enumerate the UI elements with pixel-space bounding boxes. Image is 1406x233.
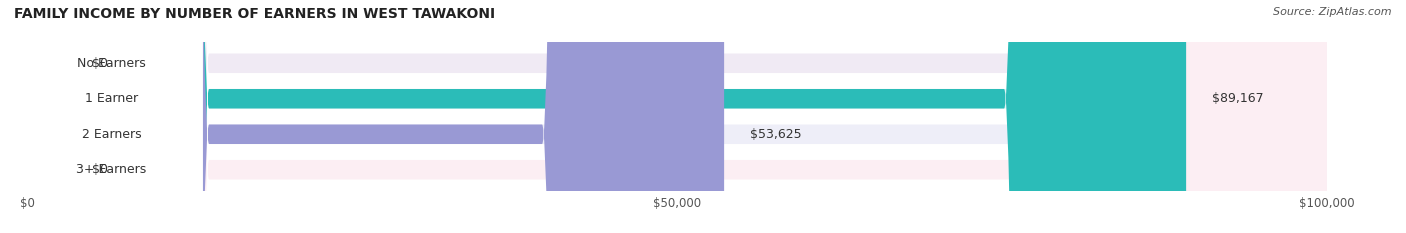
FancyBboxPatch shape (27, 0, 1327, 233)
FancyBboxPatch shape (27, 0, 1327, 233)
Text: $0: $0 (91, 57, 108, 70)
Text: 2 Earners: 2 Earners (82, 128, 142, 141)
FancyBboxPatch shape (27, 0, 1187, 233)
Text: $0: $0 (91, 163, 108, 176)
FancyBboxPatch shape (21, 0, 202, 233)
Text: 1 Earner: 1 Earner (84, 92, 138, 105)
FancyBboxPatch shape (27, 0, 724, 233)
Text: $89,167: $89,167 (1212, 92, 1264, 105)
Text: 3+ Earners: 3+ Earners (76, 163, 146, 176)
Text: Source: ZipAtlas.com: Source: ZipAtlas.com (1274, 7, 1392, 17)
FancyBboxPatch shape (27, 0, 1327, 233)
FancyBboxPatch shape (21, 0, 202, 233)
FancyBboxPatch shape (27, 0, 66, 233)
Text: No Earners: No Earners (77, 57, 146, 70)
FancyBboxPatch shape (21, 0, 202, 233)
FancyBboxPatch shape (27, 0, 1327, 233)
FancyBboxPatch shape (21, 0, 202, 233)
Text: FAMILY INCOME BY NUMBER OF EARNERS IN WEST TAWAKONI: FAMILY INCOME BY NUMBER OF EARNERS IN WE… (14, 7, 495, 21)
Text: $53,625: $53,625 (751, 128, 801, 141)
FancyBboxPatch shape (27, 0, 66, 233)
